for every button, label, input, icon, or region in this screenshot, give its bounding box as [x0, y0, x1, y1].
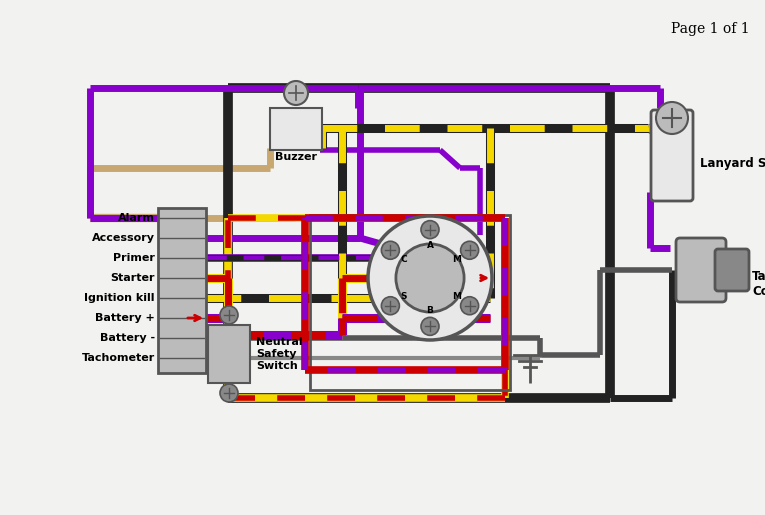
Text: Accessory: Accessory — [92, 233, 155, 243]
FancyBboxPatch shape — [676, 238, 726, 302]
Circle shape — [382, 297, 399, 315]
Text: Primer: Primer — [113, 253, 155, 263]
Circle shape — [421, 220, 439, 238]
Circle shape — [382, 241, 399, 259]
Text: M: M — [452, 292, 461, 301]
Text: Battery +: Battery + — [96, 313, 155, 323]
Circle shape — [461, 297, 479, 315]
Circle shape — [220, 306, 238, 324]
Text: A: A — [427, 241, 434, 250]
Circle shape — [461, 241, 479, 259]
Bar — [310, 215, 510, 390]
Bar — [158, 208, 206, 373]
Circle shape — [396, 244, 464, 312]
Circle shape — [368, 216, 492, 340]
Bar — [208, 325, 250, 383]
Text: Starter: Starter — [110, 273, 155, 283]
FancyBboxPatch shape — [715, 249, 749, 291]
Text: Lanyard Switch: Lanyard Switch — [700, 157, 765, 169]
Text: Ignition kill: Ignition kill — [84, 293, 155, 303]
Circle shape — [421, 317, 439, 335]
Text: Neutral
Safety
Switch: Neutral Safety Switch — [256, 337, 303, 371]
Text: Tachometer
Connector: Tachometer Connector — [752, 270, 765, 298]
Circle shape — [656, 102, 688, 134]
Text: Tachometer: Tachometer — [82, 353, 155, 363]
Text: B: B — [427, 306, 434, 315]
Bar — [270, 108, 322, 150]
Text: Battery -: Battery - — [100, 333, 155, 343]
Text: Alarm: Alarm — [118, 213, 155, 223]
Circle shape — [220, 384, 238, 402]
Text: Page 1 of 1: Page 1 of 1 — [672, 22, 750, 36]
Circle shape — [284, 81, 308, 105]
Text: S: S — [400, 292, 407, 301]
Text: M: M — [452, 255, 461, 264]
Text: C: C — [400, 255, 407, 264]
FancyBboxPatch shape — [651, 110, 693, 201]
Text: Buzzer: Buzzer — [275, 152, 317, 162]
